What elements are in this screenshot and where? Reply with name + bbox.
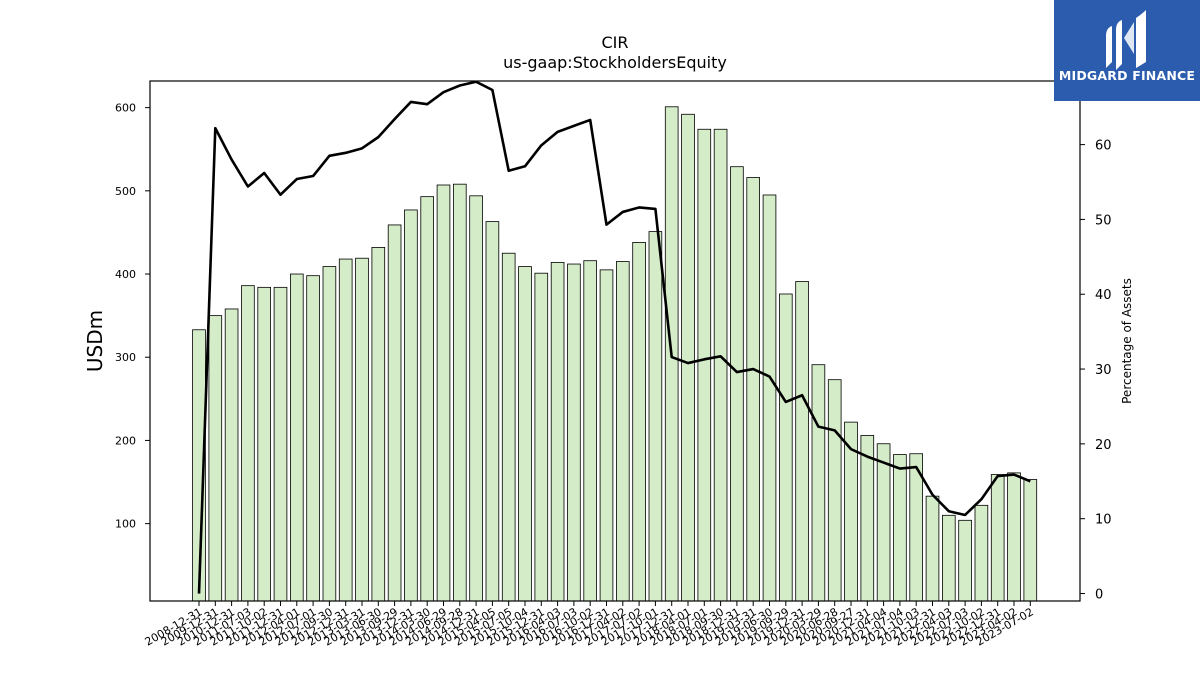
bar: [697, 128, 712, 602]
y2-tick-label: 30: [1095, 363, 1112, 378]
bar: [273, 286, 288, 602]
bar: [1023, 479, 1038, 602]
chart-title: CIR: [601, 33, 628, 52]
bar: [501, 252, 516, 602]
midgard-finance-logo: MIDGARD FINANCE: [1054, 0, 1200, 101]
y-tick-label: 300: [115, 351, 136, 364]
bar: [338, 258, 353, 602]
bar: [746, 177, 760, 602]
bar: [550, 261, 565, 602]
bar: [713, 128, 728, 602]
y2-tick-label: 20: [1095, 438, 1112, 453]
bar: [257, 286, 271, 602]
y2-tick-label: 0: [1095, 588, 1103, 603]
plot-frame: [149, 80, 1081, 602]
y-axis-label: USDm: [83, 310, 107, 372]
bar: [893, 454, 907, 602]
logo-text: MIDGARD FINANCE: [1058, 68, 1196, 83]
bar: [518, 266, 532, 602]
bar: [811, 364, 826, 602]
bar: [583, 260, 597, 602]
bar: [534, 272, 549, 602]
bar: [648, 231, 663, 602]
bar: [208, 315, 223, 602]
bar: [827, 379, 842, 602]
y-tick-label: 400: [115, 268, 136, 281]
bar: [990, 474, 1005, 602]
bar: [779, 293, 793, 602]
bar: [876, 443, 891, 602]
bar: [387, 224, 402, 602]
bar-series: [192, 106, 1038, 602]
bar: [925, 495, 940, 602]
bar: [958, 519, 972, 602]
y-axis-right: 0 10 20 30 40 50 60: [1080, 139, 1112, 603]
bar: [730, 166, 744, 602]
chart-subtitle: us-gaap:StockholdersEquity: [503, 53, 727, 72]
bar: [224, 308, 239, 602]
y2-axis-label: Percentage of Assets: [1120, 278, 1134, 404]
y2-tick-label: 50: [1095, 213, 1112, 228]
bar: [860, 435, 875, 602]
line-series-path: [197, 80, 1031, 594]
bar: [616, 261, 630, 602]
bar: [241, 285, 255, 602]
bar: [632, 242, 646, 602]
bar: [469, 195, 483, 602]
bar: [436, 184, 451, 602]
y-tick-label: 200: [115, 434, 136, 447]
bar: [420, 196, 434, 602]
bar: [942, 514, 956, 602]
bar: [322, 266, 337, 602]
bar: [289, 273, 304, 602]
y-tick-label: 600: [115, 102, 136, 115]
bar: [452, 183, 467, 602]
y-tick-label: 500: [115, 185, 136, 198]
midgard-logo-icon: [1106, 10, 1146, 70]
bar: [1007, 472, 1021, 602]
bar: [567, 263, 581, 602]
bar: [599, 269, 614, 602]
y-axis-left: 100 200 300 400 500 600: [115, 102, 150, 531]
bar: [974, 504, 989, 602]
bar: [681, 113, 695, 602]
bar: [485, 221, 500, 602]
y2-tick-label: 40: [1095, 288, 1112, 303]
y2-tick-label: 60: [1095, 139, 1112, 154]
bar: [795, 281, 809, 602]
bar: [355, 257, 369, 602]
bar: [371, 246, 386, 602]
y2-tick-label: 10: [1095, 513, 1112, 528]
x-axis: 2008-12-312009-12-312010-12-312011-07-03…: [143, 601, 1036, 649]
bar: [404, 209, 418, 602]
bar: [762, 194, 777, 602]
y-tick-label: 100: [115, 518, 136, 531]
bar: [306, 275, 320, 602]
line-series: [197, 80, 1031, 594]
